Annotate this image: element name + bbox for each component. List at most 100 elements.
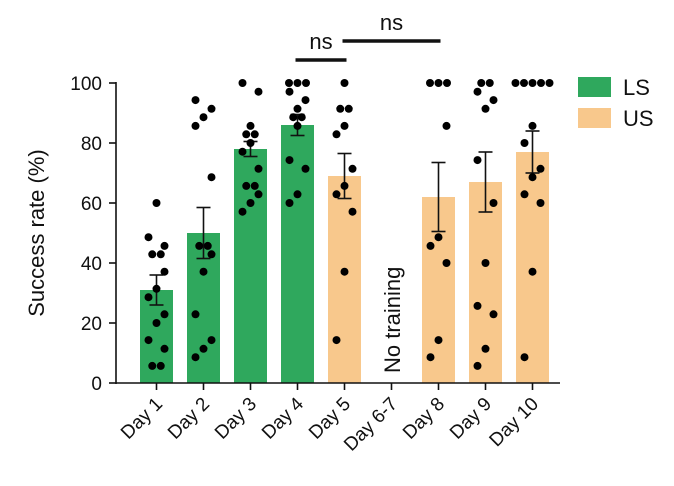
data-point <box>332 190 341 199</box>
data-point <box>528 121 537 130</box>
error-bar-day-9 <box>478 151 493 213</box>
data-point <box>238 147 247 156</box>
significance-label: ns <box>309 29 332 54</box>
data-point <box>160 267 169 276</box>
data-point <box>434 233 443 242</box>
data-point <box>481 104 490 113</box>
data-point <box>191 353 200 362</box>
data-point <box>285 156 294 165</box>
data-point <box>426 241 435 250</box>
data-point <box>293 104 302 113</box>
data-point <box>301 164 310 173</box>
y-tick-label: 20 <box>81 314 102 335</box>
data-point <box>152 199 161 207</box>
data-point <box>250 181 259 190</box>
data-point <box>203 241 212 250</box>
significance-bracket: ns <box>295 29 347 62</box>
data-point <box>191 121 200 130</box>
legend: LS US <box>578 75 654 131</box>
data-point <box>207 250 216 259</box>
data-point <box>348 164 357 173</box>
data-point <box>301 96 310 105</box>
data-point <box>148 250 157 259</box>
data-point <box>238 207 247 216</box>
data-point <box>477 79 486 87</box>
significance-label: ns <box>380 10 403 35</box>
data-point <box>293 121 302 130</box>
data-point <box>207 173 216 182</box>
data-point <box>434 336 443 345</box>
data-point <box>434 79 443 87</box>
error-bar-day-10 <box>525 130 540 174</box>
data-point <box>528 267 537 276</box>
data-point <box>473 361 482 370</box>
x-tick-label: Day 4 <box>258 393 308 443</box>
data-point <box>238 79 247 87</box>
y-tick-label: 0 <box>91 374 102 395</box>
legend-item-ls: LS <box>578 75 650 100</box>
data-point <box>285 199 294 207</box>
data-point <box>144 336 153 345</box>
bar-day-4 <box>281 125 314 383</box>
data-point <box>348 207 357 216</box>
y-axis-title: Success rate (%) <box>24 149 49 317</box>
data-point <box>160 310 169 319</box>
data-point <box>511 79 520 87</box>
data-point <box>442 121 451 130</box>
data-point <box>297 113 306 122</box>
bar-day-10 <box>516 152 549 383</box>
error-bar-day-2 <box>196 206 211 260</box>
data-point <box>285 87 294 96</box>
data-point <box>250 130 259 139</box>
data-point <box>485 79 494 87</box>
data-point <box>332 130 341 139</box>
data-point <box>520 353 529 362</box>
data-point <box>152 319 161 327</box>
data-point <box>302 79 310 87</box>
data-point <box>481 344 490 353</box>
data-point <box>340 267 349 276</box>
data-point <box>191 96 200 105</box>
error-bar-day-8 <box>431 161 446 233</box>
data-point <box>536 164 545 173</box>
data-point <box>545 79 554 87</box>
data-point <box>246 199 255 207</box>
data-point <box>426 353 435 362</box>
data-point <box>199 267 208 276</box>
y-tick-label: 80 <box>81 134 102 155</box>
x-tick-label: Day 10 <box>486 394 543 451</box>
data-point <box>473 156 482 165</box>
data-point <box>156 361 165 370</box>
data-point <box>537 79 545 87</box>
error-bar-day-5 <box>337 152 352 200</box>
data-point <box>340 121 349 130</box>
data-point <box>489 96 498 105</box>
data-point <box>426 79 434 87</box>
data-point <box>242 181 251 190</box>
data-point <box>340 181 349 190</box>
data-point <box>520 139 529 147</box>
x-tick-label: Day 2 <box>164 394 214 444</box>
data-point <box>336 104 345 113</box>
no-training-annotation: No training <box>380 267 405 373</box>
data-points <box>144 79 554 370</box>
data-point <box>195 241 204 250</box>
legend-label: LS <box>623 75 650 100</box>
data-point <box>254 164 263 173</box>
data-point <box>520 190 529 199</box>
data-point <box>344 104 353 113</box>
bar-day-3 <box>234 149 267 383</box>
y-tick-label: 60 <box>81 194 102 215</box>
y-tick-label: 100 <box>70 74 102 95</box>
legend-swatch <box>578 77 611 97</box>
data-point <box>242 130 251 139</box>
x-tick-label: Day 1 <box>117 394 167 444</box>
significance-brackets: ns ns <box>295 10 441 62</box>
data-point <box>473 301 482 310</box>
data-point <box>293 79 302 87</box>
data-point <box>148 361 157 370</box>
data-point <box>144 233 153 242</box>
data-point <box>152 284 161 293</box>
data-point <box>520 79 528 87</box>
